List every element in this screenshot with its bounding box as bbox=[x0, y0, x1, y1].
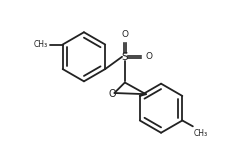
Text: O: O bbox=[121, 30, 128, 39]
Text: S: S bbox=[122, 52, 128, 62]
Text: CH₃: CH₃ bbox=[194, 129, 208, 138]
Text: CH₃: CH₃ bbox=[34, 40, 48, 49]
Text: O: O bbox=[145, 52, 152, 61]
Text: O: O bbox=[108, 89, 116, 99]
